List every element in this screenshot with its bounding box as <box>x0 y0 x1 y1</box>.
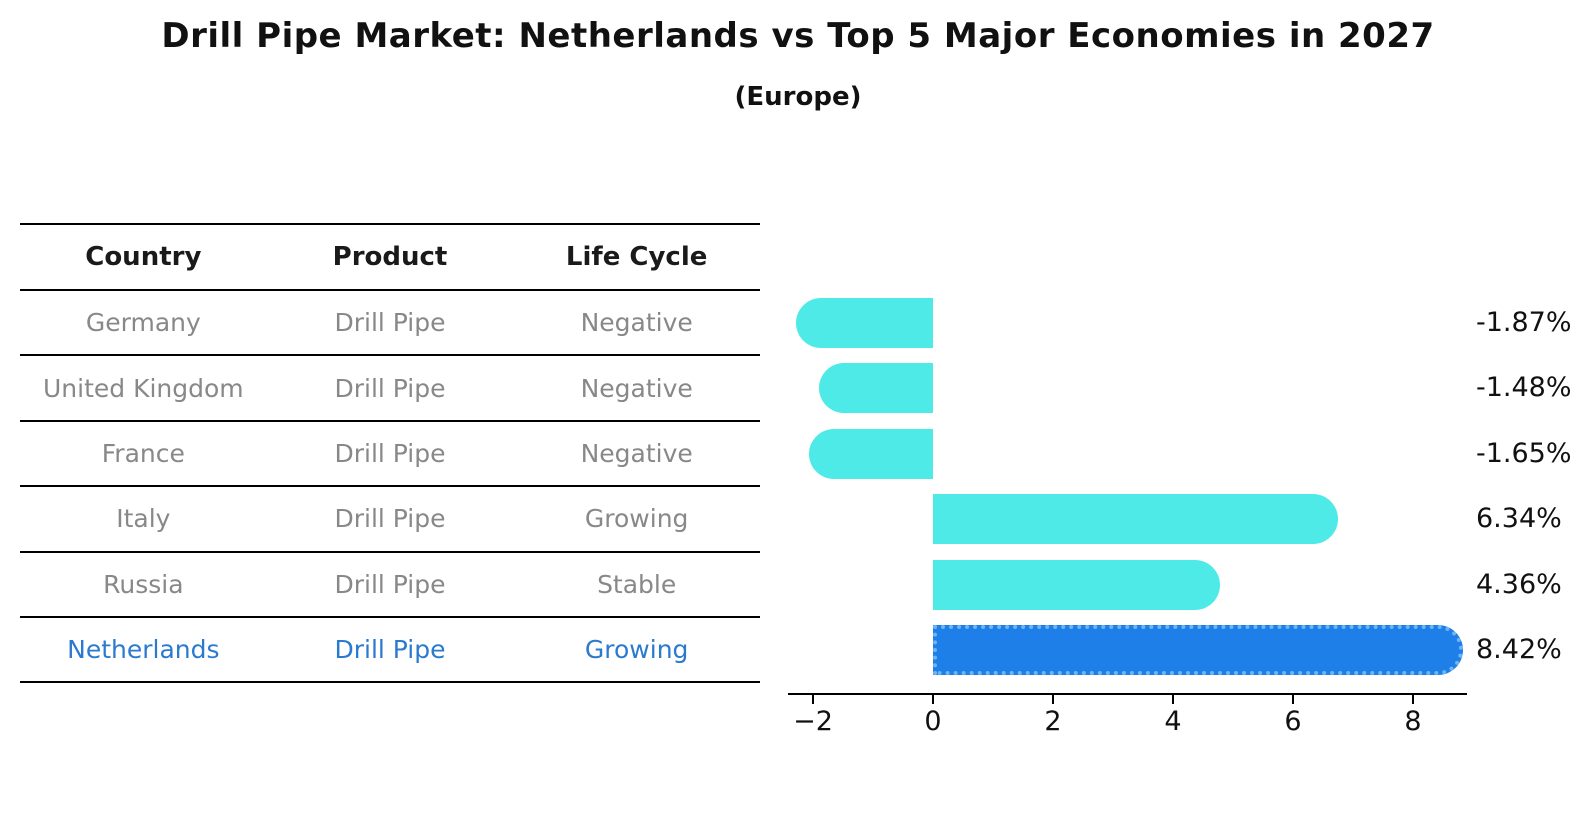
bar-russia <box>933 559 1220 610</box>
x-tick-label: −2 <box>793 706 833 737</box>
value-label-united-kingdom: -1.48% <box>1476 372 1572 404</box>
table-cell-product: Drill Pipe <box>334 438 446 468</box>
value-label-france: -1.65% <box>1476 437 1572 469</box>
x-axis-line <box>788 693 1467 695</box>
bar-france <box>809 428 933 479</box>
x-tick-label: 6 <box>1284 706 1302 737</box>
table-header-row: Country Product Life Cycle <box>20 223 760 291</box>
x-tick-mark <box>812 695 814 704</box>
value-label-russia: 4.36% <box>1476 568 1562 600</box>
bar-germany <box>795 298 933 348</box>
table-cell-product: Drill Pipe <box>334 504 446 534</box>
table-cell-country: Germany <box>85 308 201 338</box>
table-cell-country: Russia <box>103 569 184 599</box>
table-header-cell: Life Cycle <box>565 242 708 272</box>
table-row-italy: Italy Drill Pipe Growing <box>20 487 760 553</box>
table-cell-country: Netherlands <box>67 635 220 665</box>
x-tick-label: 8 <box>1404 706 1422 737</box>
country-table: Country Product Life Cycle Germany Drill Pip… <box>20 223 760 684</box>
table-header-cell: Country <box>85 242 202 272</box>
table-row-united-kingdom: United Kingdom Drill Pipe Negative <box>20 356 760 422</box>
table-cell-country: Italy <box>116 504 171 534</box>
value-label-germany: -1.87% <box>1476 307 1572 338</box>
table-cell-product: Drill Pipe <box>334 569 446 599</box>
chart-title: Drill Pipe Market: Netherlands vs Top 5 … <box>161 16 1435 56</box>
table-cell-life-cycle: Growing <box>584 635 689 665</box>
chart-subtitle: (Europe) <box>734 82 862 112</box>
x-tick-label: 2 <box>1044 706 1062 737</box>
x-tick-mark <box>1052 695 1054 704</box>
table-cell-product: Drill Pipe <box>334 308 446 338</box>
table-cell-life-cycle: Negative <box>580 438 693 468</box>
x-tick-mark <box>932 695 934 704</box>
table-row-france: France Drill Pipe Negative <box>20 422 760 488</box>
table-cell-country: France <box>101 438 185 468</box>
x-tick-mark <box>1292 695 1294 704</box>
table-cell-life-cycle: Negative <box>580 308 693 338</box>
x-tick-mark <box>1412 695 1414 704</box>
table-cell-life-cycle: Negative <box>580 373 693 403</box>
bar-italy <box>933 494 1339 545</box>
table-header-cell: Product <box>332 242 448 272</box>
x-tick-label: 0 <box>924 706 942 737</box>
table-cell-life-cycle: Stable <box>597 569 677 599</box>
table-row-germany: Germany Drill Pipe Negative <box>20 291 760 357</box>
value-label-italy: 6.34% <box>1476 503 1562 535</box>
bar-netherlands <box>933 625 1464 675</box>
value-label-netherlands: 8.42% <box>1476 634 1562 665</box>
x-tick-label: 4 <box>1164 706 1182 737</box>
table-row-netherlands: Netherlands Drill Pipe Growing <box>20 618 760 684</box>
table-cell-country: United Kingdom <box>42 373 244 403</box>
x-tick-mark <box>1172 695 1174 704</box>
table-row-russia: Russia Drill Pipe Stable <box>20 553 760 618</box>
table-cell-life-cycle: Growing <box>584 504 689 534</box>
table-cell-product: Drill Pipe <box>334 373 446 403</box>
table-cell-product: Drill Pipe <box>334 635 446 665</box>
bar-united-kingdom <box>819 363 933 414</box>
